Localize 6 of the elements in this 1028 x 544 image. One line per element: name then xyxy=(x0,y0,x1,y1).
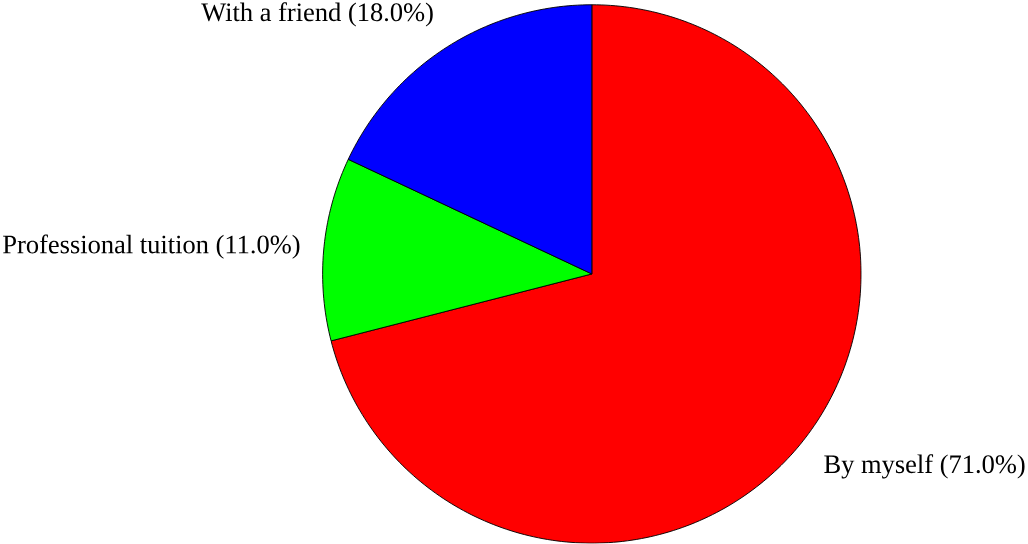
slice-label: By myself xyxy=(824,454,934,479)
data-label: (11.0%) xyxy=(216,234,300,259)
data-label: (18.0%) xyxy=(349,2,433,27)
slice-label: Professional tuition xyxy=(3,234,209,254)
data-label: (71.0%) xyxy=(940,454,1025,479)
slice-label: With a friend xyxy=(201,2,341,22)
